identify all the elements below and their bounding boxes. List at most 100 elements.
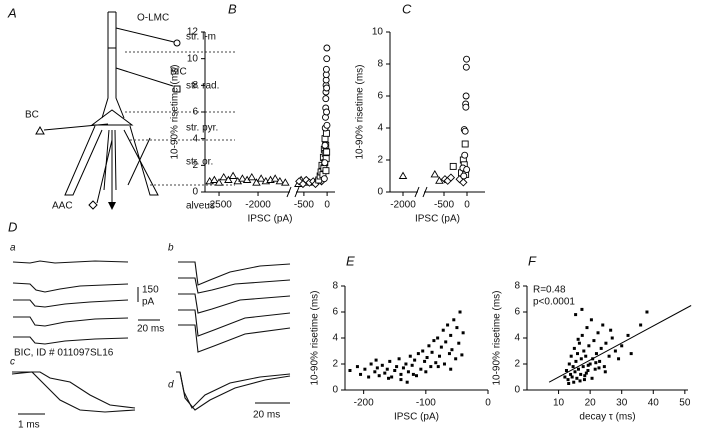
x-axis-label: decay τ (ms) [579,412,635,423]
x-axis-label: IPSC (pA) [394,412,439,423]
point [247,172,257,181]
point [321,159,329,167]
point [610,336,614,340]
point [377,374,381,378]
point [408,354,412,358]
panel-label: A [7,5,17,20]
y-tick-label: 0 [514,385,520,396]
y-tick-label: 2 [332,359,338,370]
point [455,326,459,330]
scale-label: 1 ms [18,420,40,431]
point [585,326,589,330]
y-tick-label: 6 [514,307,520,318]
cell-id: BIC, ID # 011097SL16 [14,348,114,359]
point [602,365,606,369]
point [275,176,285,185]
layer-label: str. or. [186,157,213,168]
x-tick-label: 0 [485,398,491,409]
point [617,357,621,361]
y-tick-label: 8 [332,281,338,292]
point [609,328,613,332]
point [421,349,425,353]
point [449,367,453,371]
point [594,361,598,365]
point [385,367,389,371]
y-tick-label: 12 [187,27,199,38]
sub-label: c [10,357,15,368]
point [449,162,457,170]
point [577,341,581,345]
y-tick-label: 10 [187,53,199,64]
scale-label: pA [142,297,155,308]
point [563,375,567,379]
point [583,374,587,378]
point [439,345,443,349]
x-tick-label: 10 [553,398,565,409]
axis-break [286,186,300,198]
y-tick-label: 4 [377,123,383,134]
point [588,362,592,366]
point [323,84,331,92]
point [582,349,586,353]
x-tick-label: 0 [464,200,470,211]
layer-label: str. l-m [186,32,216,43]
scale-label: 20 ms [137,324,164,335]
y-tick-label: 0 [332,385,338,396]
point [596,331,600,335]
x-tick-label: 0 [324,200,330,211]
point [626,333,630,337]
point [450,348,454,352]
cell-label: AAC [52,201,73,212]
x-axis-label: IPSC (pA) [415,214,460,225]
point [599,346,603,350]
point [393,369,397,372]
point [603,370,607,374]
x-tick-label: -500 [294,200,314,211]
x-tick-label: -2000 [245,200,271,211]
point [323,121,331,129]
y-tick-label: 6 [332,307,338,318]
point [607,354,611,358]
y-tick-label: 8 [514,281,520,292]
point [432,339,436,343]
point [442,362,446,366]
point [323,44,331,52]
point [613,349,617,353]
y-tick-label: 2 [377,155,383,166]
layer-label: str. rad. [186,81,219,92]
point [579,357,583,361]
panel-label: D [8,219,17,234]
point [406,370,410,374]
point [252,178,261,186]
point [461,140,469,148]
y-tick-label: 2 [514,359,520,370]
point [591,357,595,361]
axis-break [414,186,428,198]
x-tick-label: -2000 [390,200,416,211]
x-tick-label: 40 [648,398,660,409]
cell-label: O-LMC [137,13,169,24]
point [593,367,597,371]
point [383,371,387,375]
fit-line [548,305,692,383]
layer-label: str. pyr. [186,123,218,134]
point [573,370,577,374]
point [594,352,598,356]
panel-label: C [402,1,412,16]
point [373,370,377,374]
point [444,340,448,344]
point [639,323,643,327]
point [321,141,329,149]
point [564,369,568,372]
point [323,108,330,116]
scale-label: 20 ms [253,410,280,421]
x-axis-label: IPSC (pA) [247,214,292,225]
point [462,92,470,100]
x-tick-label: -100 [416,398,436,409]
point [410,363,414,367]
point [584,371,588,375]
point [436,365,440,369]
y-tick-label: 6 [192,107,198,118]
point [461,127,469,135]
